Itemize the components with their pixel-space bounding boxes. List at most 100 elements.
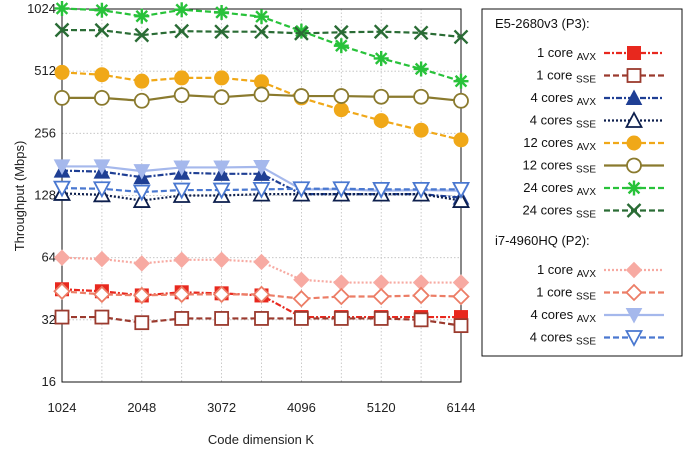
legend-entry: 4 cores SSE [530, 111, 664, 131]
data-point [94, 22, 110, 38]
legend-label-subscript: AVX [577, 314, 597, 325]
legend-label-name: 1 core [536, 285, 576, 300]
legend-label-name: 12 cores [523, 158, 576, 173]
x-tick-label: 3072 [207, 400, 236, 415]
data-point [413, 122, 429, 138]
data-point [172, 182, 191, 200]
data-point [134, 73, 150, 89]
x-axis-ticks: 1024 2048 3072 4096 5120 6144 [48, 400, 476, 415]
data-point [133, 164, 151, 180]
data-point [53, 159, 71, 175]
data-point [332, 287, 351, 306]
data-point [54, 64, 70, 80]
data-point [212, 285, 231, 304]
data-point [52, 180, 72, 198]
legend-label-name: 1 core [536, 68, 576, 83]
data-point [134, 8, 150, 24]
legend-label-subscript: AVX [577, 187, 597, 198]
legend-label-subscript: SSE [576, 75, 596, 86]
legend-label-subscript: SSE [576, 292, 596, 303]
legend-marker [626, 68, 642, 83]
y-tick-label: 64 [42, 250, 56, 265]
data-point [373, 113, 389, 129]
data-point [413, 61, 429, 77]
x-axis-title: Code dimension K [208, 432, 315, 447]
legend-label: 12 cores AVX [523, 135, 596, 153]
legend-label: 1 core SSE [536, 68, 596, 86]
y-tick-label: 1024 [27, 1, 56, 16]
legend-label-subscript: SSE [576, 165, 596, 176]
data-point [373, 50, 389, 66]
data-point [293, 311, 309, 326]
legend-label-subscript: AVX [577, 142, 597, 153]
legend-label: 4 cores AVX [530, 307, 596, 325]
data-point [174, 2, 190, 18]
data-point [254, 24, 269, 40]
data-point [453, 318, 469, 334]
legend-label-name: 1 core [537, 45, 577, 60]
data-point [173, 160, 191, 177]
y-axis-title: Throughput (Mbps) [12, 141, 27, 252]
data-point [293, 88, 310, 104]
legend-label-name: 1 core [537, 262, 577, 277]
y-tick-label: 128 [34, 188, 56, 203]
data-point [54, 22, 70, 38]
y-tick-label: 512 [34, 63, 56, 78]
data-point [94, 67, 110, 83]
data-point [174, 23, 190, 39]
legend-marker [625, 283, 643, 302]
data-point [133, 255, 151, 272]
data-point [451, 191, 471, 208]
series-1 [54, 309, 469, 334]
y-tick-label: 16 [42, 374, 56, 389]
data-point [254, 311, 269, 326]
legend-entry: 1 core SSE [536, 283, 664, 303]
data-point [413, 312, 429, 328]
legend-label-subscript: AVX [577, 52, 597, 63]
data-point [212, 182, 231, 200]
data-point [94, 2, 110, 18]
data-point [293, 271, 310, 289]
data-point [132, 184, 151, 202]
legend-marker [626, 135, 642, 151]
legend-label-name: 24 cores [523, 180, 576, 195]
legend-marker [625, 261, 643, 279]
legend-entry: 24 cores SSE [523, 203, 664, 221]
x-tick-label: 6144 [447, 400, 476, 415]
data-point [333, 311, 349, 326]
legend-marker [626, 180, 642, 196]
data-point [413, 88, 430, 105]
legend-label: 4 cores AVX [530, 90, 596, 108]
legend-label: 12 cores SSE [523, 158, 597, 176]
legend-label: 1 core SSE [536, 285, 596, 303]
data-point [94, 309, 110, 325]
legend-label: 1 core AVX [537, 45, 596, 63]
series-8 [53, 249, 470, 291]
legend-group-title: i7-4960HQ (P2): [495, 233, 590, 248]
data-point [294, 26, 309, 41]
legend-marker [627, 46, 641, 60]
legend-marker [624, 330, 644, 347]
data-point [92, 181, 111, 199]
data-point [453, 92, 469, 109]
data-point [293, 23, 309, 39]
data-point [93, 285, 111, 304]
data-point [54, 309, 70, 325]
y-axis-ticks: 16 32 64 128 256 512 1024 [27, 1, 56, 389]
data-point [333, 88, 350, 104]
x-tick-label: 5120 [367, 400, 396, 415]
data-point [174, 70, 190, 86]
data-point [412, 286, 430, 305]
data-point [213, 251, 230, 269]
series-line [61, 256, 461, 284]
legend-group-title: E5-2680v3 (P3): [495, 16, 590, 31]
data-point [214, 24, 229, 40]
legend-entry: 1 core AVX [537, 45, 664, 63]
legend-entry: 12 cores SSE [523, 158, 664, 176]
y-tick-label: 32 [42, 312, 56, 327]
data-point [53, 282, 71, 301]
x-tick-label: 2048 [127, 400, 156, 415]
legend-label-subscript: SSE [576, 120, 596, 131]
